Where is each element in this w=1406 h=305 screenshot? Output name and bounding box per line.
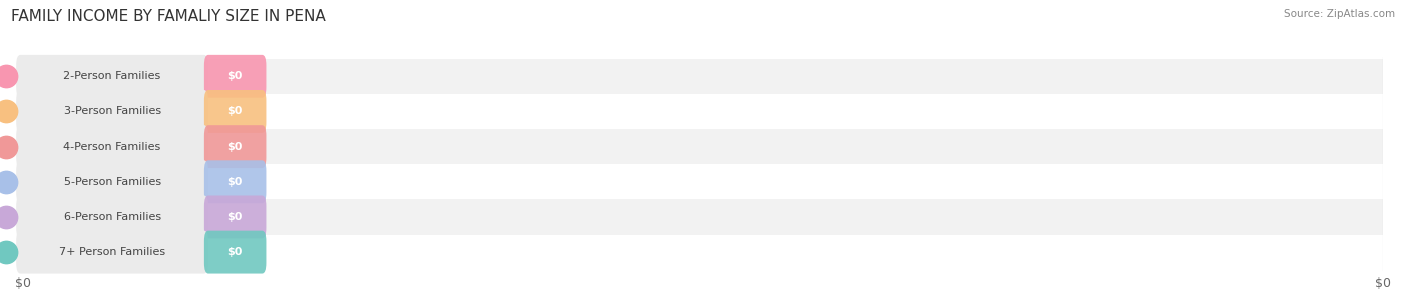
Bar — [22, 235, 1384, 270]
FancyBboxPatch shape — [17, 160, 208, 203]
Text: 7+ Person Families: 7+ Person Families — [59, 247, 165, 257]
Bar — [22, 129, 1384, 164]
FancyBboxPatch shape — [17, 55, 208, 98]
Text: 4-Person Families: 4-Person Families — [63, 142, 160, 152]
FancyBboxPatch shape — [204, 196, 267, 239]
Text: $0: $0 — [228, 212, 243, 222]
Text: 6-Person Families: 6-Person Families — [63, 212, 160, 222]
Text: 3-Person Families: 3-Person Families — [63, 106, 160, 117]
FancyBboxPatch shape — [204, 231, 267, 274]
FancyBboxPatch shape — [17, 90, 208, 133]
Point — [0, 109, 17, 114]
FancyBboxPatch shape — [204, 55, 267, 98]
Text: FAMILY INCOME BY FAMALIY SIZE IN PENA: FAMILY INCOME BY FAMALIY SIZE IN PENA — [11, 9, 326, 24]
Bar — [22, 94, 1384, 129]
FancyBboxPatch shape — [17, 231, 208, 274]
Bar — [22, 199, 1384, 235]
Point — [0, 74, 17, 79]
Text: 2-Person Families: 2-Person Families — [63, 71, 160, 81]
FancyBboxPatch shape — [204, 125, 267, 168]
Bar — [22, 164, 1384, 199]
Point — [0, 144, 17, 149]
FancyBboxPatch shape — [17, 196, 208, 239]
Text: $0: $0 — [228, 71, 243, 81]
Text: $0: $0 — [228, 177, 243, 187]
FancyBboxPatch shape — [204, 160, 267, 203]
Point — [0, 214, 17, 219]
Point — [0, 179, 17, 184]
Bar — [22, 59, 1384, 94]
Text: 5-Person Families: 5-Person Families — [63, 177, 160, 187]
Text: Source: ZipAtlas.com: Source: ZipAtlas.com — [1284, 9, 1395, 19]
FancyBboxPatch shape — [17, 125, 208, 168]
Text: $0: $0 — [228, 106, 243, 117]
FancyBboxPatch shape — [204, 90, 267, 133]
Text: $0: $0 — [228, 142, 243, 152]
Point — [0, 250, 17, 255]
Text: $0: $0 — [228, 247, 243, 257]
